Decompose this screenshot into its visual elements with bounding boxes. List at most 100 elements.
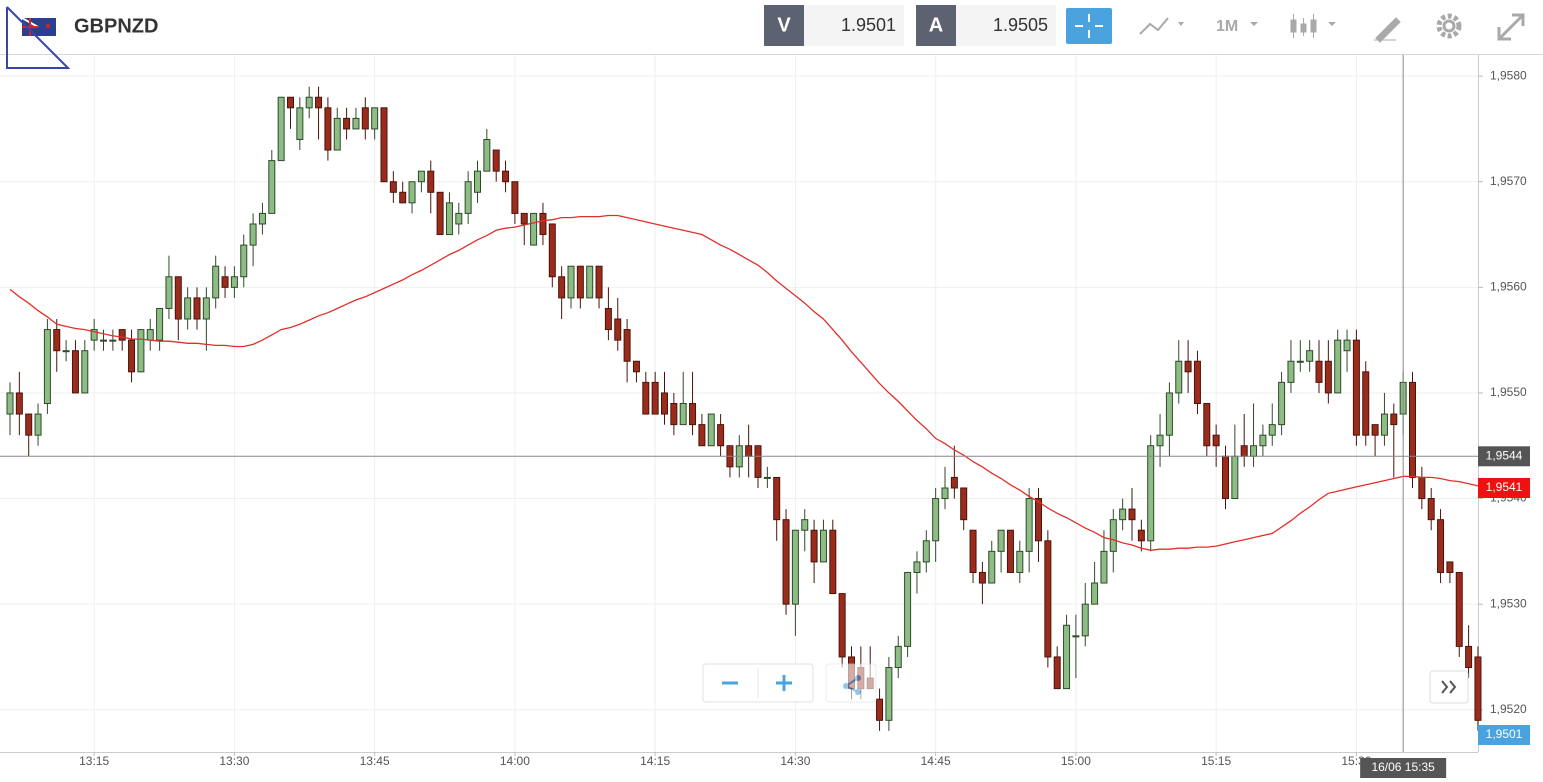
- crosshair-time: 16/06 15:35: [1371, 760, 1435, 774]
- bid-badge[interactable]: [764, 5, 804, 46]
- candle-body: [1259, 434, 1267, 447]
- candle-body: [1446, 561, 1454, 573]
- candle-body: [717, 424, 725, 447]
- candle-body: [71, 350, 79, 394]
- y-tick-label: 1,9520: [1490, 702, 1527, 716]
- candle-body: [623, 329, 631, 362]
- x-tick-label: 14:30: [780, 754, 810, 768]
- candle-body: [62, 350, 70, 353]
- candle-body: [1324, 360, 1332, 394]
- bid-box[interactable]: [804, 5, 904, 46]
- x-tick-label: 15:00: [1061, 754, 1091, 768]
- y-tick-label: 1,9580: [1490, 68, 1527, 82]
- candle-body: [932, 498, 940, 542]
- drawing-tool-button[interactable]: [1374, 17, 1401, 43]
- candle-body: [1287, 360, 1295, 383]
- candle-body: [492, 149, 500, 172]
- candle-body: [1362, 371, 1370, 436]
- candle-body: [483, 138, 491, 172]
- candle-body: [810, 529, 818, 563]
- candle-body: [1455, 571, 1463, 647]
- candle-body: [1240, 445, 1248, 457]
- crosshair-button[interactable]: [1066, 8, 1112, 44]
- chart-type-button[interactable]: [1139, 17, 1184, 35]
- candle-body: [502, 170, 510, 183]
- candle-body: [193, 297, 201, 320]
- candle-body: [1371, 424, 1379, 436]
- candle-body: [399, 191, 407, 204]
- candle-body: [745, 445, 753, 457]
- ask-badge[interactable]: [916, 5, 956, 46]
- ma-price-tag: [1478, 477, 1530, 498]
- candle-body: [586, 265, 594, 299]
- candle-body: [389, 181, 397, 193]
- candle-body: [595, 265, 603, 299]
- candle-body: [427, 170, 435, 193]
- candle-body: [156, 307, 164, 341]
- candle-body: [408, 181, 416, 204]
- candle-body: [202, 297, 210, 320]
- candle-body: [474, 170, 481, 193]
- candle-body: [754, 445, 762, 478]
- candle-body: [1315, 360, 1323, 383]
- candle-body: [1296, 360, 1304, 363]
- candle-body: [978, 571, 986, 584]
- candle-body: [34, 413, 42, 436]
- candle-body: [343, 117, 351, 130]
- candle-body: [1119, 508, 1127, 521]
- candle-body: [464, 181, 472, 214]
- candle-style-button[interactable]: [1290, 14, 1336, 38]
- candle-body: [445, 202, 453, 236]
- scroll-right-button[interactable]: [1429, 670, 1469, 704]
- settings-button[interactable]: [1436, 13, 1462, 39]
- candle-body: [212, 265, 220, 299]
- candle-body: [1352, 339, 1360, 436]
- candle-body: [221, 276, 229, 288]
- share-button[interactable]: [825, 663, 877, 703]
- candle-body: [1212, 434, 1220, 447]
- candle-body: [1222, 455, 1229, 500]
- candle-body: [43, 329, 51, 404]
- candle-body: [689, 403, 697, 426]
- candle-body: [1193, 360, 1201, 404]
- selection-marker: [6, 6, 71, 69]
- candle-body: [679, 403, 687, 426]
- candle-body: [997, 529, 1005, 552]
- crosshair-price-tag: [1478, 446, 1530, 467]
- timeframe-arrow: [1250, 22, 1258, 26]
- candle-body: [642, 381, 650, 415]
- candle-body: [333, 117, 341, 151]
- candle-body: [614, 318, 622, 341]
- candle-body: [1334, 339, 1342, 394]
- candle-body: [1100, 550, 1108, 584]
- candle-body: [707, 413, 715, 447]
- fullscreen-button[interactable]: [1497, 13, 1525, 41]
- candle-body: [371, 107, 379, 130]
- candle-body: [268, 160, 276, 214]
- candle-body: [296, 107, 304, 140]
- candle-body: [1250, 445, 1258, 457]
- x-tick-label: 13:45: [360, 754, 390, 768]
- candle-body: [1035, 498, 1042, 542]
- candle-body: [258, 212, 266, 225]
- timeframe[interactable]: 1M: [1216, 18, 1238, 35]
- zoom-in[interactable]: [776, 675, 792, 691]
- candle-body: [1128, 508, 1136, 521]
- candle-body: [174, 276, 182, 320]
- y-tick-label: 1,9560: [1490, 280, 1527, 294]
- ask-price: 1.9505: [993, 15, 1048, 35]
- candle-body: [894, 645, 902, 669]
- candle-body: [1081, 603, 1089, 637]
- x-tick-label: 14:15: [640, 754, 670, 768]
- candle-body: [632, 360, 640, 373]
- candle-body: [165, 276, 173, 309]
- candle-body: [567, 265, 575, 299]
- candle-body: [100, 339, 107, 342]
- candle-body: [1390, 413, 1398, 426]
- x-tick-label: 14:00: [500, 754, 530, 768]
- candle-body: [520, 212, 528, 225]
- candle-body: [763, 476, 771, 479]
- ask-box[interactable]: [956, 5, 1056, 46]
- candle-body: [230, 276, 238, 288]
